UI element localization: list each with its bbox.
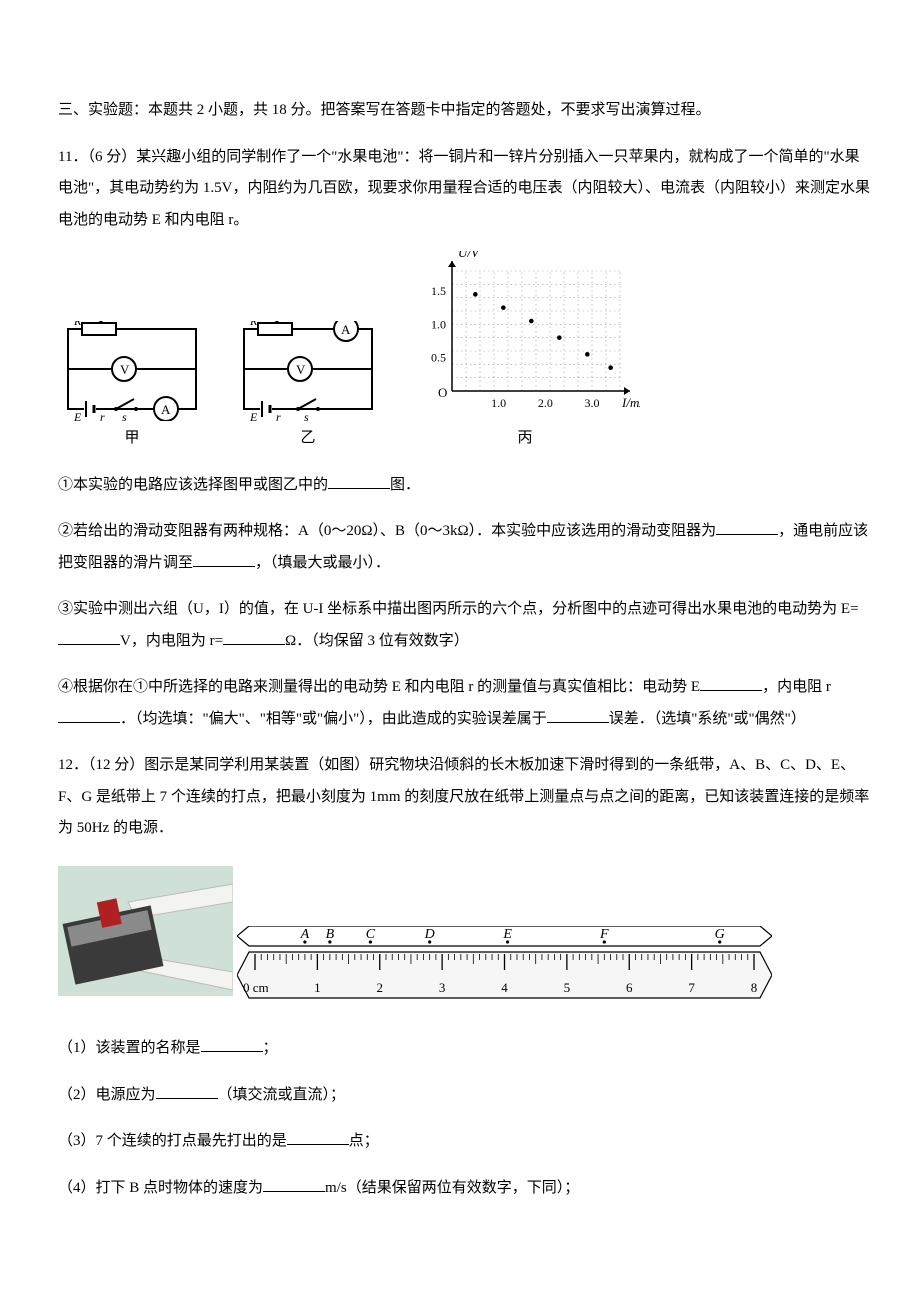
q12-p3-a: （3）7 个连续的打点最先打出的是 — [58, 1133, 287, 1149]
q12-p4: （4）打下 B 点时物体的速度为 m/s（结果保留两位有效数字，下同）； — [58, 1173, 872, 1205]
q11-p4-c: ．（均选填："偏大"、"相等"或"偏小"），由此造成的实验误差属于 — [120, 711, 547, 727]
svg-text:A: A — [299, 927, 309, 942]
svg-text:A: A — [161, 402, 171, 417]
svg-text:3: 3 — [439, 980, 446, 995]
svg-text:1.0: 1.0 — [431, 317, 446, 331]
q11-lead: 11．（6 分）某兴趣小组的同学制作了一个"水果电池"：将一铜片和一锌片分别插入… — [58, 142, 872, 237]
svg-text:E: E — [73, 410, 82, 421]
q11-p2-c: ，（填最大或最小）． — [255, 555, 390, 571]
svg-text:1.0: 1.0 — [491, 396, 506, 410]
blank — [58, 704, 120, 723]
svg-text:s: s — [304, 410, 309, 421]
svg-text:8: 8 — [751, 980, 758, 995]
section-header: 三、实验题：本题共 2 小题，共 18 分。把答案写在答题卡中指定的答题处，不要… — [58, 95, 872, 127]
circuit-yi-svg: R A V E r s — [234, 321, 382, 421]
ui-chart-svg: U/V I/mA O 0.5 1.0 1.5 1.0 2.0 3.0 — [410, 251, 640, 421]
blank — [58, 626, 120, 645]
circuit-jia: R V E r s A — [58, 321, 206, 455]
svg-text:V: V — [120, 362, 130, 377]
blank — [547, 704, 609, 723]
q12-p4-a: （4）打下 B 点时物体的速度为 — [58, 1180, 263, 1196]
q11-p2: ②若给出的滑动变阻器有两种规格：A（0～20Ω）、B（0～3kΩ）．本实验中应该… — [58, 516, 872, 579]
svg-text:U/V: U/V — [458, 251, 481, 260]
blank — [716, 516, 778, 535]
q12-lead: 12．（12 分）图示是某同学利用某装置（如图）研究物块沿倾斜的长木板加速下滑时… — [58, 750, 872, 845]
q11-p1-a: ①本实验的电路应该选择图甲或图乙中的 — [58, 477, 328, 493]
svg-text:G: G — [714, 927, 724, 942]
blank — [201, 1033, 263, 1052]
svg-text:E: E — [502, 927, 512, 942]
q12-p1-a: （1）该装置的名称是 — [58, 1040, 201, 1056]
q11-p3-a: ③实验中测出六组（U，I）的值，在 U-I 坐标系中描出图丙所示的六个点，分析图… — [58, 601, 859, 617]
svg-text:I/mA: I/mA — [621, 395, 640, 410]
q12-p3: （3）7 个连续的打点最先打出的是 点； — [58, 1126, 872, 1158]
svg-text:7: 7 — [688, 980, 695, 995]
q12-p1-b: ； — [263, 1040, 278, 1056]
svg-text:r: r — [100, 410, 105, 421]
svg-text:O: O — [438, 385, 447, 400]
q12-p2-a: （2）电源应为 — [58, 1087, 156, 1103]
q12-p2-b: （填交流或直流）； — [218, 1087, 346, 1103]
q11-p3-c: Ω．（均保留 3 位有效数字） — [285, 633, 469, 649]
q12-p1: （1）该装置的名称是 ； — [58, 1033, 872, 1065]
blank — [223, 626, 285, 645]
svg-text:0.5: 0.5 — [431, 351, 446, 365]
q12-p3-b: 点； — [349, 1133, 379, 1149]
ui-chart: U/V I/mA O 0.5 1.0 1.5 1.0 2.0 3.0 丙 — [410, 251, 640, 455]
q11-p4: ④根据你在①中所选择的电路来测量得出的电动势 E 和内电阻 r 的测量值与真实值… — [58, 672, 872, 735]
circuit-jia-caption: 甲 — [124, 423, 139, 455]
svg-text:3.0: 3.0 — [585, 396, 600, 410]
circuit-jia-svg: R V E r s A — [58, 321, 206, 421]
q11-figure-row: R V E r s A — [58, 251, 872, 455]
q11-p1: ①本实验的电路应该选择图甲或图乙中的 图． — [58, 470, 872, 502]
svg-text:E: E — [249, 410, 258, 421]
q11-p3-b: V，内电阻为 r= — [120, 633, 223, 649]
q12-p2: （2）电源应为 （填交流或直流）； — [58, 1080, 872, 1112]
blank — [263, 1173, 325, 1192]
svg-text:C: C — [365, 927, 375, 942]
blank — [700, 672, 762, 691]
blank — [156, 1080, 218, 1099]
svg-text:R: R — [249, 321, 258, 328]
svg-text:F: F — [599, 927, 609, 942]
q12-p4-b: m/s（结果保留两位有效数字，下同）； — [325, 1180, 579, 1196]
svg-text:4: 4 — [501, 980, 508, 995]
svg-text:0 cm: 0 cm — [243, 980, 269, 995]
q11-p3: ③实验中测出六组（U，I）的值，在 U-I 坐标系中描出图丙所示的六个点，分析图… — [58, 594, 872, 657]
svg-text:R: R — [73, 321, 82, 328]
q11-p1-b: 图． — [390, 477, 420, 493]
svg-text:B: B — [325, 927, 334, 942]
ruler-svg: A B C D E F G 0 cm 1 2 3 4 5 6 7 8 — [237, 926, 772, 1000]
svg-text:6: 6 — [626, 980, 633, 995]
blank — [193, 548, 255, 567]
svg-text:r: r — [276, 410, 281, 421]
svg-text:1: 1 — [314, 980, 321, 995]
svg-text:1.5: 1.5 — [431, 284, 446, 298]
q11-p2-a: ②若给出的滑动变阻器有两种规格：A（0～20Ω）、B（0～3kΩ）．本实验中应该… — [58, 523, 716, 539]
svg-text:2: 2 — [376, 980, 383, 995]
svg-text:s: s — [122, 410, 127, 421]
circuit-yi-caption: 乙 — [300, 423, 315, 455]
blank — [287, 1126, 349, 1145]
q11-p4-d: 误差．（选填"系统"或"偶然"） — [609, 711, 806, 727]
svg-text:2.0: 2.0 — [538, 396, 553, 410]
q11-p4-b: ，内电阻 r — [762, 679, 831, 695]
svg-text:5: 5 — [563, 980, 570, 995]
ui-chart-caption: 丙 — [517, 423, 532, 455]
svg-text:D: D — [423, 927, 434, 942]
circuit-yi: R A V E r s 乙 — [234, 321, 382, 455]
svg-text:A: A — [341, 322, 351, 337]
svg-text:V: V — [296, 362, 306, 377]
device-photo — [58, 866, 233, 996]
q11-p4-a: ④根据你在①中所选择的电路来测量得出的电动势 E 和内电阻 r 的测量值与真实值… — [58, 679, 700, 695]
blank — [328, 470, 390, 489]
